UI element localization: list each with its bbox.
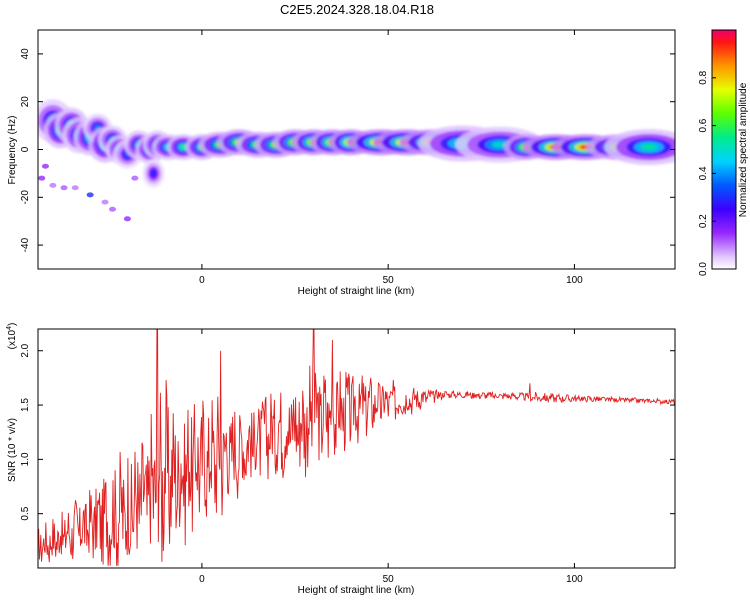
spectrogram-blob (112, 139, 142, 169)
snr-xtick-label: 100 (566, 574, 583, 585)
snr-panel: 0 50 100 0.5 1.0 1.5 2.0 Height of straight li… (6, 323, 676, 596)
colorbar-axes: 0.0 0.2 0.4 0.6 0.8 (698, 70, 716, 276)
spectrogram-scatter-point (123, 216, 131, 222)
spectrogram-blob (142, 159, 165, 188)
spectrogram-ytick-label: 0 (20, 146, 31, 152)
snr-ytick-label: 1.5 (20, 398, 31, 412)
spectrogram-scatter-point (86, 192, 94, 198)
spectrogram-blob-layer (151, 170, 156, 177)
spectrogram-ytick-label: -20 (20, 190, 31, 205)
colorbar-tick-label: 0.4 (698, 166, 709, 180)
snr-multiplier-base: (x10 (7, 329, 18, 349)
snr-series-line (38, 329, 675, 566)
snr-axes: 0 50 100 0.5 1.0 1.5 2.0 (20, 329, 675, 585)
snr-frame (37, 328, 676, 569)
snr-xtick-label: 50 (383, 574, 395, 585)
colorbar-tick-label: 0.0 (698, 262, 709, 276)
spectrogram-blob-group (38, 99, 675, 188)
colorbar-fill (712, 30, 736, 269)
spectrogram-ylabel: Frequency (Hz) (7, 116, 18, 185)
spectrogram-ytick-label: 20 (20, 96, 31, 108)
figure-title: C2E5.2024.328.18.04.R18 (280, 2, 434, 17)
spectrogram-xlabel: Height of straight line (km) (298, 286, 415, 297)
snr-xtick-label: 0 (199, 574, 205, 585)
snr-multiplier: (x104) (6, 323, 18, 350)
spectrogram-blob-layer (180, 144, 187, 150)
colorbar-tick-label: 0.2 (698, 214, 709, 228)
spectrogram-blob-layer (640, 143, 658, 151)
spectrogram-scatter-point (71, 185, 79, 191)
spectrogram-xtick-label: 100 (566, 275, 583, 286)
spectrogram-scatter-point (38, 175, 46, 181)
spectrogram-scatter-point (109, 206, 117, 212)
spectrogram-scatter-point (101, 199, 109, 205)
spectrogram-marks (38, 99, 675, 222)
colorbar-tick-label: 0.6 (698, 118, 709, 132)
spectrogram-ytick-label: 40 (20, 48, 31, 60)
snr-multiplier-exp: 4 (6, 326, 13, 330)
spectrogram-scatter-point (41, 163, 49, 169)
snr-ytick-label: 1.0 (20, 452, 31, 466)
spectrogram-scatter-point (131, 175, 139, 181)
spectrogram-panel: 0 50 100 -40 -20 0 20 40 Height of straight lin… (7, 29, 676, 297)
spectrogram-xtick-label: 50 (383, 275, 395, 286)
spectrogram-xtick-label: 0 (199, 275, 205, 286)
spectrogram-axes: 0 50 100 -40 -20 0 20 40 (20, 30, 675, 286)
colorbar-frame (711, 29, 737, 270)
spectrogram-blob (604, 129, 675, 166)
snr-ytick-label: 0.5 (20, 506, 31, 520)
spectrogram-scatter-point (60, 185, 68, 191)
colorbar-tick-label: 0.8 (698, 70, 709, 84)
spectrogram-scatter-point (49, 182, 57, 188)
snr-ylabel: SNR (10 * v/v) (7, 418, 18, 482)
snr-plot-area (38, 329, 675, 568)
snr-xlabel: Height of straight line (km) (298, 585, 415, 596)
spectrogram-ytick-label: -40 (20, 237, 31, 252)
colorbar-label: Normalized spectral amplitude (738, 82, 749, 217)
snr-ytick-label: 2.0 (20, 343, 31, 357)
colorbar: 0.0 0.2 0.4 0.6 0.8 Normalized spectral ampl… (698, 29, 749, 276)
